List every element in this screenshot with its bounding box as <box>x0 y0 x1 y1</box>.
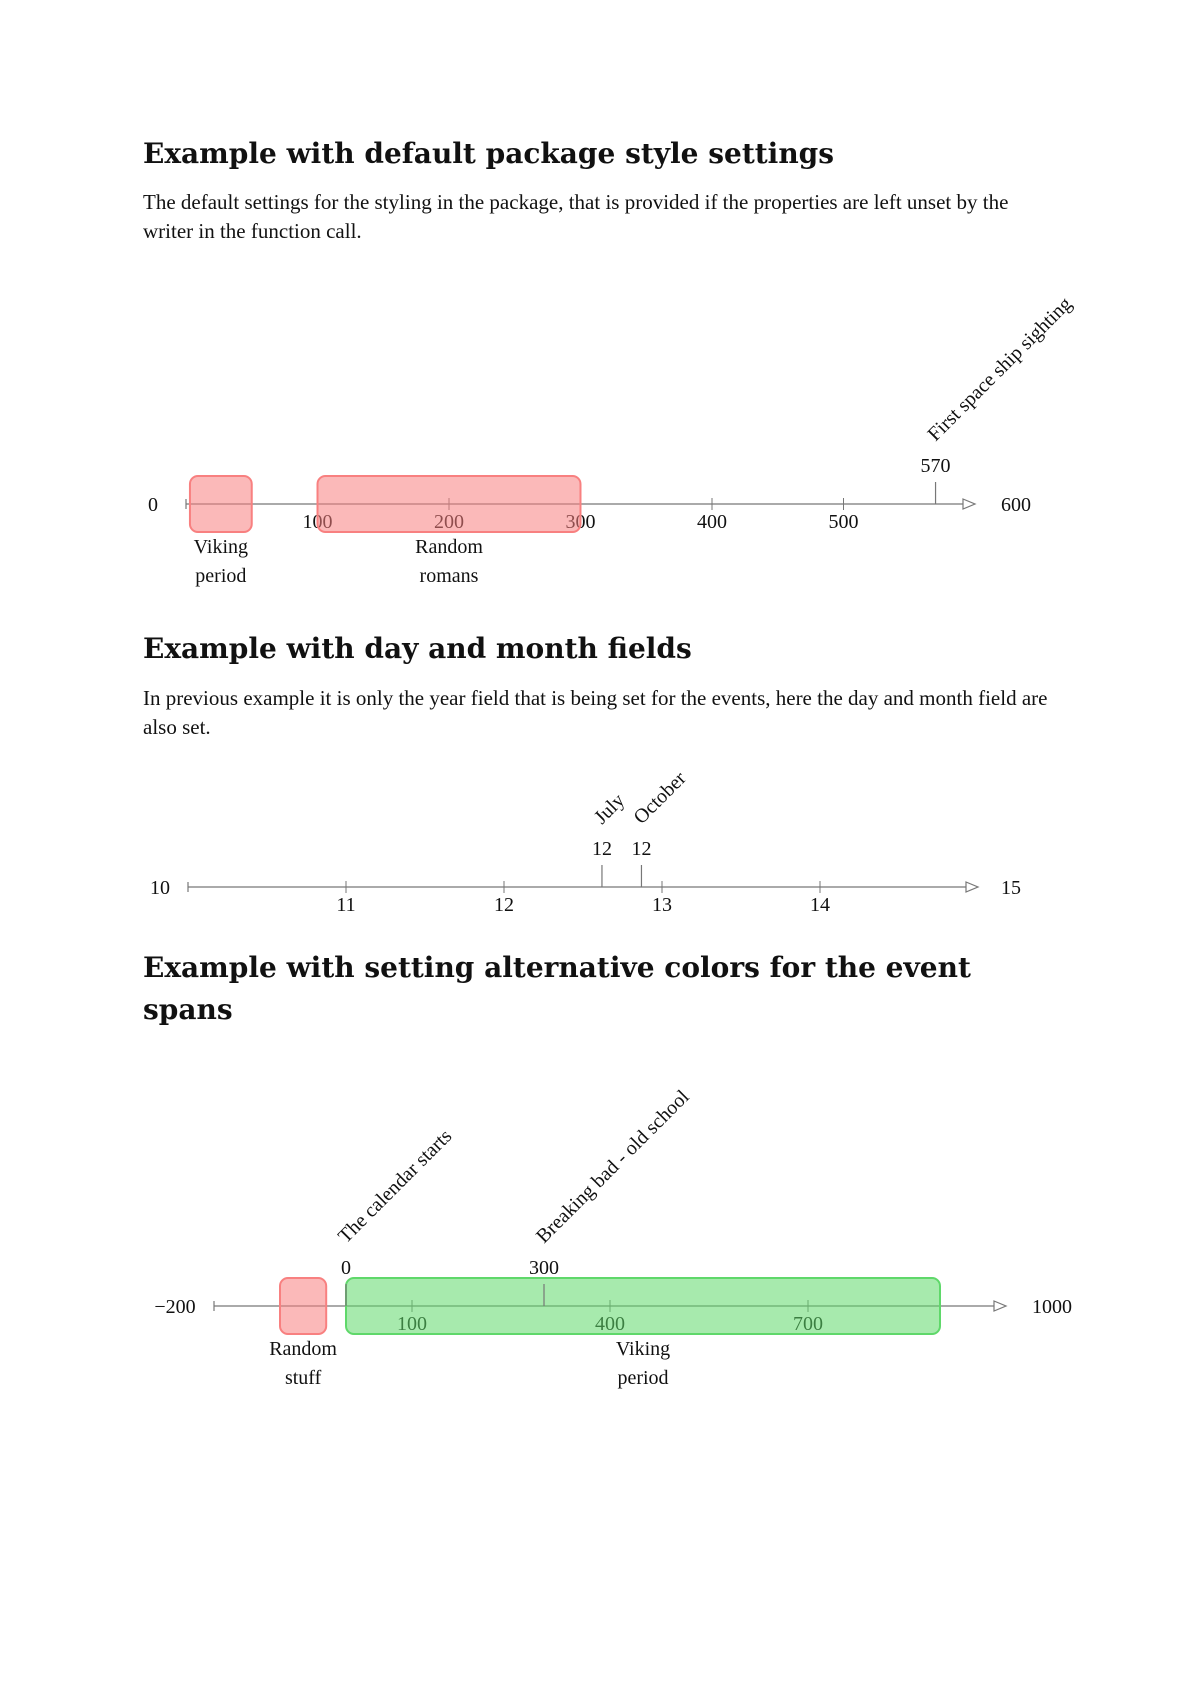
axis-tick-label: 12 <box>494 894 514 916</box>
event-name-label: July <box>590 789 629 828</box>
axis-tick-label: 500 <box>829 511 859 533</box>
section-heading-alt-colors: Example with setting alternative colors … <box>143 951 971 1026</box>
axis-end-label: 600 <box>1001 494 1031 516</box>
axis-start-label: −200 <box>154 1296 195 1318</box>
axis-end-label: 15 <box>1001 877 1021 899</box>
axis-arrow <box>962 498 977 510</box>
axis-tick-label: 400 <box>697 511 727 533</box>
event-value-label: 570 <box>921 455 951 477</box>
span-label: Viking <box>616 1338 670 1360</box>
event-name-label: October <box>629 767 690 828</box>
axis-tick-label: 11 <box>336 894 355 916</box>
event-span <box>345 1277 941 1335</box>
axis-arrow <box>993 1300 1008 1312</box>
event-name-label: Breaking bad - old school <box>532 1086 694 1248</box>
span-label: period <box>195 565 246 587</box>
span-label: Viking <box>194 536 248 558</box>
event-value-label: 0 <box>341 1257 351 1279</box>
span-label: romans <box>420 565 479 587</box>
span-label: stuff <box>285 1367 322 1389</box>
event-name-label: First space ship sighting <box>924 293 1077 446</box>
section-paragraph-day-month: In previous example it is only the year … <box>143 686 1048 739</box>
axis-tick-label: 13 <box>652 894 672 916</box>
axis-start-label: 10 <box>150 877 170 899</box>
event-span <box>188 475 253 533</box>
event-span <box>279 1277 328 1335</box>
section-paragraph-default-style: The default settings for the styling in … <box>143 190 1009 243</box>
section-heading-day-month: Example with day and month fields <box>143 632 692 665</box>
span-label: Random <box>269 1338 337 1360</box>
event-value-label: 12 <box>631 838 651 860</box>
axis-end-label: 1000 <box>1032 1296 1072 1318</box>
axis-start-label: 0 <box>148 494 158 516</box>
span-label: period <box>617 1367 668 1389</box>
event-value-label: 300 <box>529 1257 559 1279</box>
axis-arrow <box>965 881 980 893</box>
event-span <box>316 475 582 533</box>
timeline-alt-colors: −2001000100400700RandomstuffVikingperiod… <box>154 1086 1072 1389</box>
span-label: Random <box>415 536 483 558</box>
timeline-default-style: 0600100200300400500VikingperiodRandomrom… <box>148 293 1077 587</box>
axis-tick-label: 14 <box>810 894 830 916</box>
event-name-label: The calendar starts <box>334 1125 457 1248</box>
section-heading-default-style: Example with default package style setti… <box>143 137 835 170</box>
event-value-label: 12 <box>592 838 612 860</box>
